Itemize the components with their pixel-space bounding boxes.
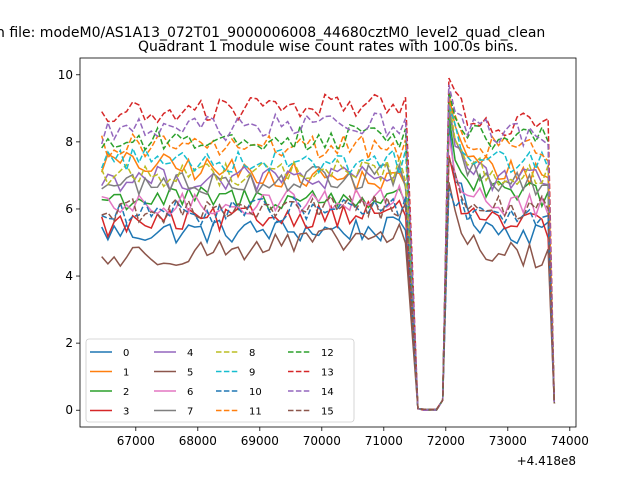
- series-line-15: [101, 158, 556, 411]
- y-tick-label: 0: [65, 403, 73, 417]
- y-tick-label: 4: [65, 269, 73, 283]
- x-tick-label: 72000: [427, 434, 465, 448]
- x-axis: 67000 68000 69000 70000 71000 72000 73000 74000: [117, 427, 589, 448]
- y-axis: 0 2 4 6 8 10: [58, 68, 80, 417]
- legend-label: 6: [187, 387, 193, 398]
- y-tick-label: 8: [65, 135, 73, 149]
- x-tick-label: 69000: [241, 434, 279, 448]
- legend-label: 15: [321, 407, 334, 418]
- series-line-8: [101, 98, 556, 411]
- series-line-5: [101, 181, 556, 411]
- y-tick-label: 10: [58, 68, 73, 82]
- legend-label: 11: [249, 407, 262, 418]
- axes-frame: [79, 57, 577, 428]
- suptitle: n file: modeM0/AS1A13_072T01_9000006008_…: [0, 25, 545, 41]
- series-line-3: [100, 155, 556, 411]
- x-tick-label: 67000: [117, 434, 155, 448]
- legend-label: 13: [321, 368, 334, 379]
- x-tick-label: 74000: [551, 434, 589, 448]
- series-line-10: [101, 188, 556, 411]
- legend-label: 14: [321, 387, 334, 398]
- legend-label: 4: [187, 348, 193, 359]
- legend-label: 5: [187, 368, 193, 379]
- series-line-9: [101, 104, 556, 411]
- series-line-7: [101, 111, 556, 411]
- x-offset-label: +4.418e8: [517, 454, 576, 468]
- legend-label: 1: [123, 368, 129, 379]
- legend-label: 0: [123, 348, 129, 359]
- legend-label: 2: [123, 387, 129, 398]
- legend-label: 9: [249, 368, 255, 379]
- y-tick-label: 2: [65, 336, 73, 350]
- series-line-14: [100, 84, 556, 412]
- legend-frame: [85, 338, 355, 423]
- x-tick-label: 71000: [365, 434, 403, 448]
- x-tick-label: 70000: [303, 434, 341, 448]
- plot-lines: [100, 77, 556, 412]
- legend-label: 12: [321, 348, 334, 359]
- series-line-11: [100, 101, 556, 411]
- x-tick-label: 73000: [489, 434, 527, 448]
- legend-label: 3: [123, 407, 129, 418]
- x-tick-label: 68000: [179, 434, 217, 448]
- legend-label: 7: [187, 407, 193, 418]
- series-line-13: [101, 77, 556, 411]
- y-tick-label: 6: [65, 202, 73, 216]
- series-line-6: [101, 135, 556, 411]
- chart-title: Quadrant 1 module wise count rates with …: [138, 39, 518, 55]
- legend-label: 8: [249, 348, 255, 359]
- legend-label: 10: [249, 387, 262, 398]
